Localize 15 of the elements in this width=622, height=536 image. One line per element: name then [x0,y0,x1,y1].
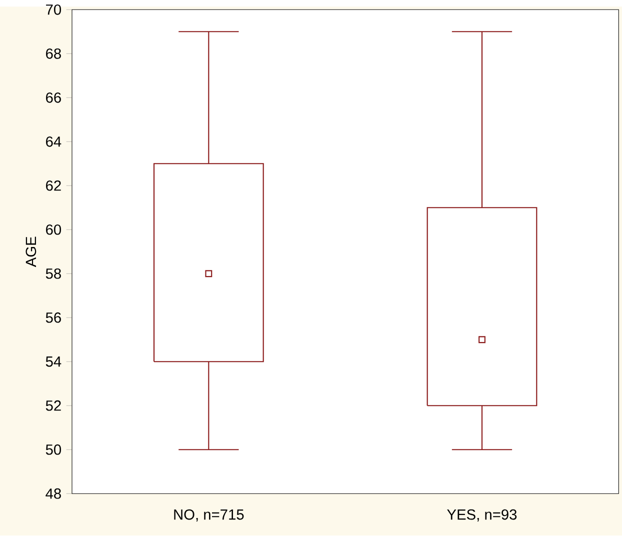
y-tick-label: 62 [46,180,61,191]
x-tick-label: NO, n=715 [174,510,244,522]
x-tick-label: YES, n=93 [447,510,517,522]
y-tick-label: 58 [46,268,61,279]
y-axis-title: AGE [26,236,36,268]
y-tick-label: 70 [46,4,62,16]
y-tick-label: 48 [46,488,61,499]
y-tick-label: 52 [46,400,61,411]
y-tick-label: 64 [46,136,62,147]
y-tick-label: 50 [46,444,62,455]
y-tick-label: 66 [46,92,61,103]
y-tick-label: 56 [46,312,61,323]
y-tick-label: 68 [46,48,61,60]
y-tick-label: 60 [46,224,62,235]
y-tick-label: 54 [46,356,62,367]
